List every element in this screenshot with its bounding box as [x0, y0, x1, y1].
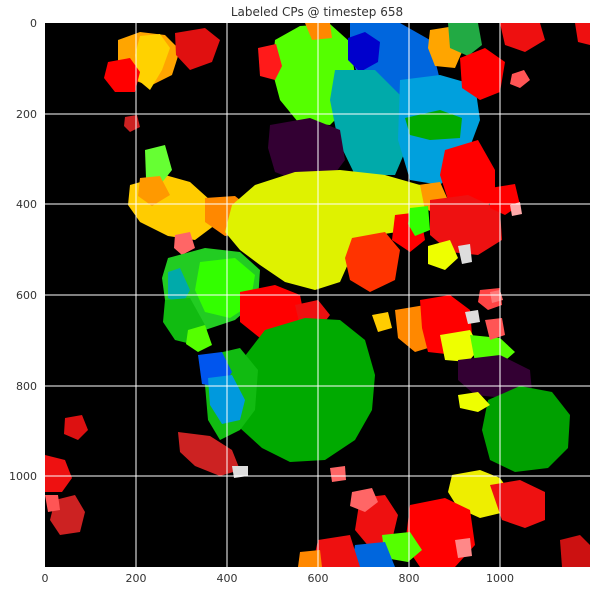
region-red-bottom-left-middle	[312, 535, 360, 567]
region-green-small-left	[186, 325, 212, 352]
region-purple-lower-right	[458, 355, 532, 398]
x-axis-ticks: 0 200 400 600 800 1000	[42, 572, 515, 585]
region-pink-left	[174, 232, 195, 255]
region-red-top-left	[104, 58, 140, 92]
x-tick-label: 0	[42, 572, 49, 585]
y-tick-label: 800	[16, 380, 37, 393]
region-green-top-right	[448, 23, 482, 56]
region-orange-bottom	[298, 550, 322, 567]
region-green-large-lower	[232, 318, 375, 462]
y-tick-label: 400	[16, 198, 37, 211]
region-red-middle-right	[345, 232, 400, 292]
plot-area	[45, 23, 590, 567]
y-tick-label: 600	[16, 289, 37, 302]
x-tick-label: 200	[126, 572, 147, 585]
x-tick-label: 800	[399, 572, 420, 585]
region-green-right-small	[408, 206, 430, 236]
region-red-far-top-right	[500, 23, 545, 52]
x-tick-label: 400	[217, 572, 238, 585]
region-yellow-small-right	[428, 240, 458, 270]
y-tick-label: 1000	[9, 470, 37, 483]
region-white-lower-right	[465, 310, 480, 324]
region-yellow-small-lower-right	[458, 392, 490, 412]
region-white-lower	[232, 466, 248, 478]
region-red-left-top-middle	[258, 44, 282, 80]
region-yellow-bottom-right	[448, 470, 512, 518]
region-green-large-lower-right	[482, 386, 570, 472]
region-teal-center-top	[330, 70, 410, 175]
region-pink-bottom	[350, 488, 378, 512]
region-pink-far-right-small	[510, 202, 522, 216]
region-lightgreen-bottom	[382, 532, 422, 562]
region-red-top-left-2	[175, 28, 220, 70]
grid-lines	[45, 23, 590, 567]
y-tick-label: 200	[16, 108, 37, 121]
region-blue-bottom	[352, 542, 395, 567]
chart-title: Labeled CPs @ timestep 658	[231, 5, 403, 19]
region-orange-left-mid	[138, 176, 170, 206]
region-teal-left	[168, 268, 190, 305]
region-yellow-top-left	[135, 34, 170, 90]
region-yellow-lower-right	[440, 330, 480, 362]
region-yellow-large-center	[225, 170, 425, 290]
region-yellow-mid-right	[372, 312, 392, 332]
region-red-small-left	[64, 415, 88, 440]
region-red-bottom-right	[490, 480, 545, 528]
region-darkblue-top	[348, 32, 380, 72]
region-pink-top-right	[510, 70, 530, 88]
region-red-right-column	[440, 140, 495, 215]
region-white-right	[458, 244, 472, 264]
region-purple-dark	[268, 118, 345, 182]
x-tick-label: 600	[308, 572, 329, 585]
region-pink-bottom-right	[455, 538, 472, 558]
region-red-lower-left	[178, 432, 240, 476]
region-green-mid-right	[405, 110, 462, 140]
y-axis-ticks: 0 200 400 600 800 1000	[9, 17, 37, 483]
region-pink-bottom-left	[45, 495, 60, 512]
region-red-right-middle	[430, 195, 502, 255]
y-tick-label: 0	[30, 17, 37, 30]
x-tick-label: 1000	[486, 572, 514, 585]
region-green-left-lightgreen	[145, 145, 172, 185]
region-red-bottom-left	[45, 455, 72, 492]
segmentation-regions	[45, 23, 590, 567]
region-red-corner-top-right	[575, 23, 590, 45]
region-red-right-bottom-edge	[560, 535, 590, 567]
region-pink-small-mid	[330, 466, 346, 482]
region-red-top-right	[460, 48, 505, 100]
